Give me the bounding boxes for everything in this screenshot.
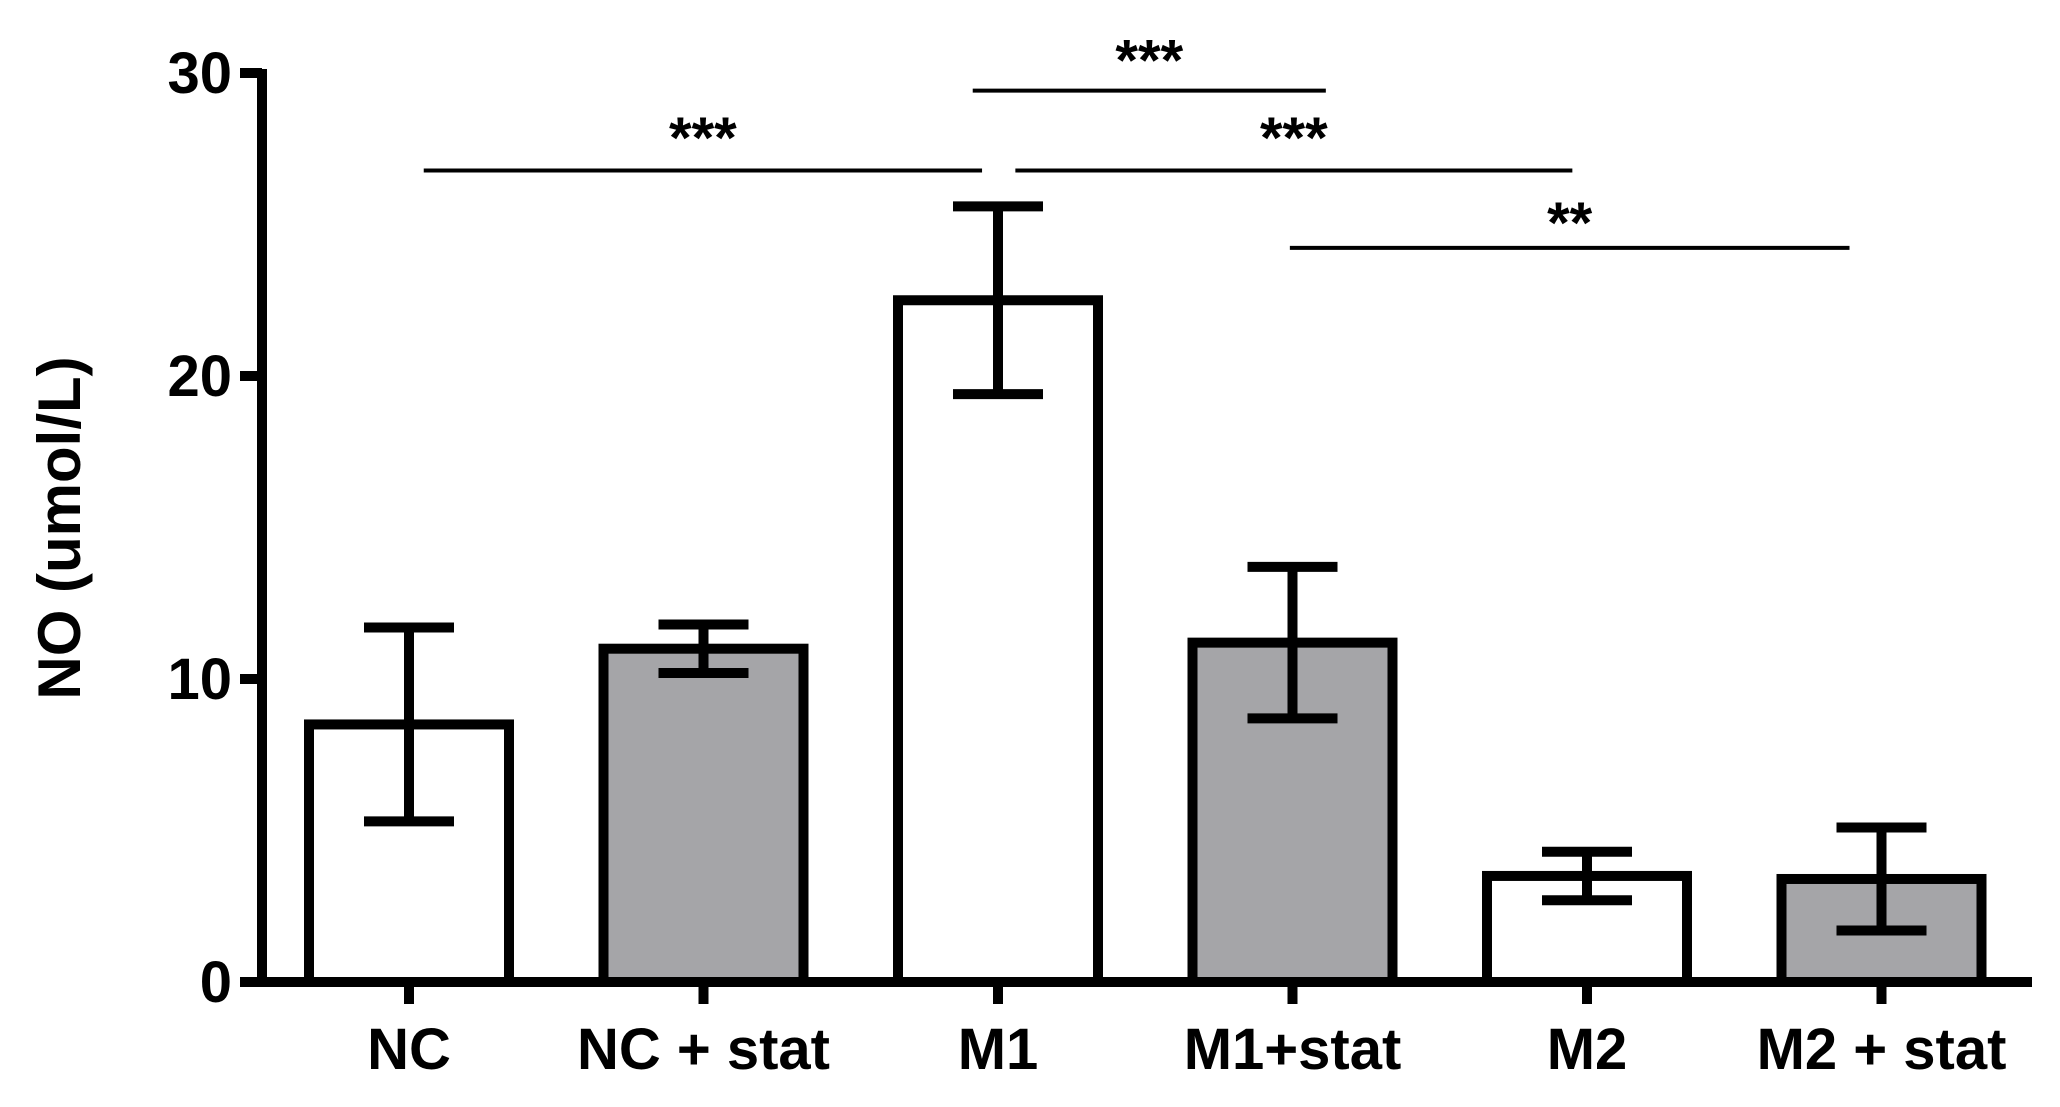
- x-tick-label: NC + stat: [577, 1017, 830, 1082]
- significance-label: **: [1547, 191, 1593, 256]
- bar: [598, 643, 809, 987]
- x-tick-label: M1: [958, 1017, 1039, 1082]
- y-axis-label: NO (umol/L): [26, 356, 93, 699]
- y-tick-label: 20: [167, 344, 232, 409]
- x-tick-label: M2 + stat: [1757, 1017, 2007, 1082]
- significance-label: ***: [669, 106, 737, 171]
- significance-label: ***: [1115, 29, 1183, 94]
- x-tick-label: M2: [1547, 1017, 1628, 1082]
- y-tick-label: 10: [167, 647, 232, 712]
- significance-label: ***: [1260, 106, 1328, 171]
- y-tick-label: 0: [200, 950, 232, 1015]
- bar: [893, 295, 1103, 987]
- x-tick-label: M1+stat: [1184, 1017, 1402, 1082]
- x-tick-label: NC: [367, 1017, 451, 1082]
- y-tick-label: 30: [167, 41, 232, 106]
